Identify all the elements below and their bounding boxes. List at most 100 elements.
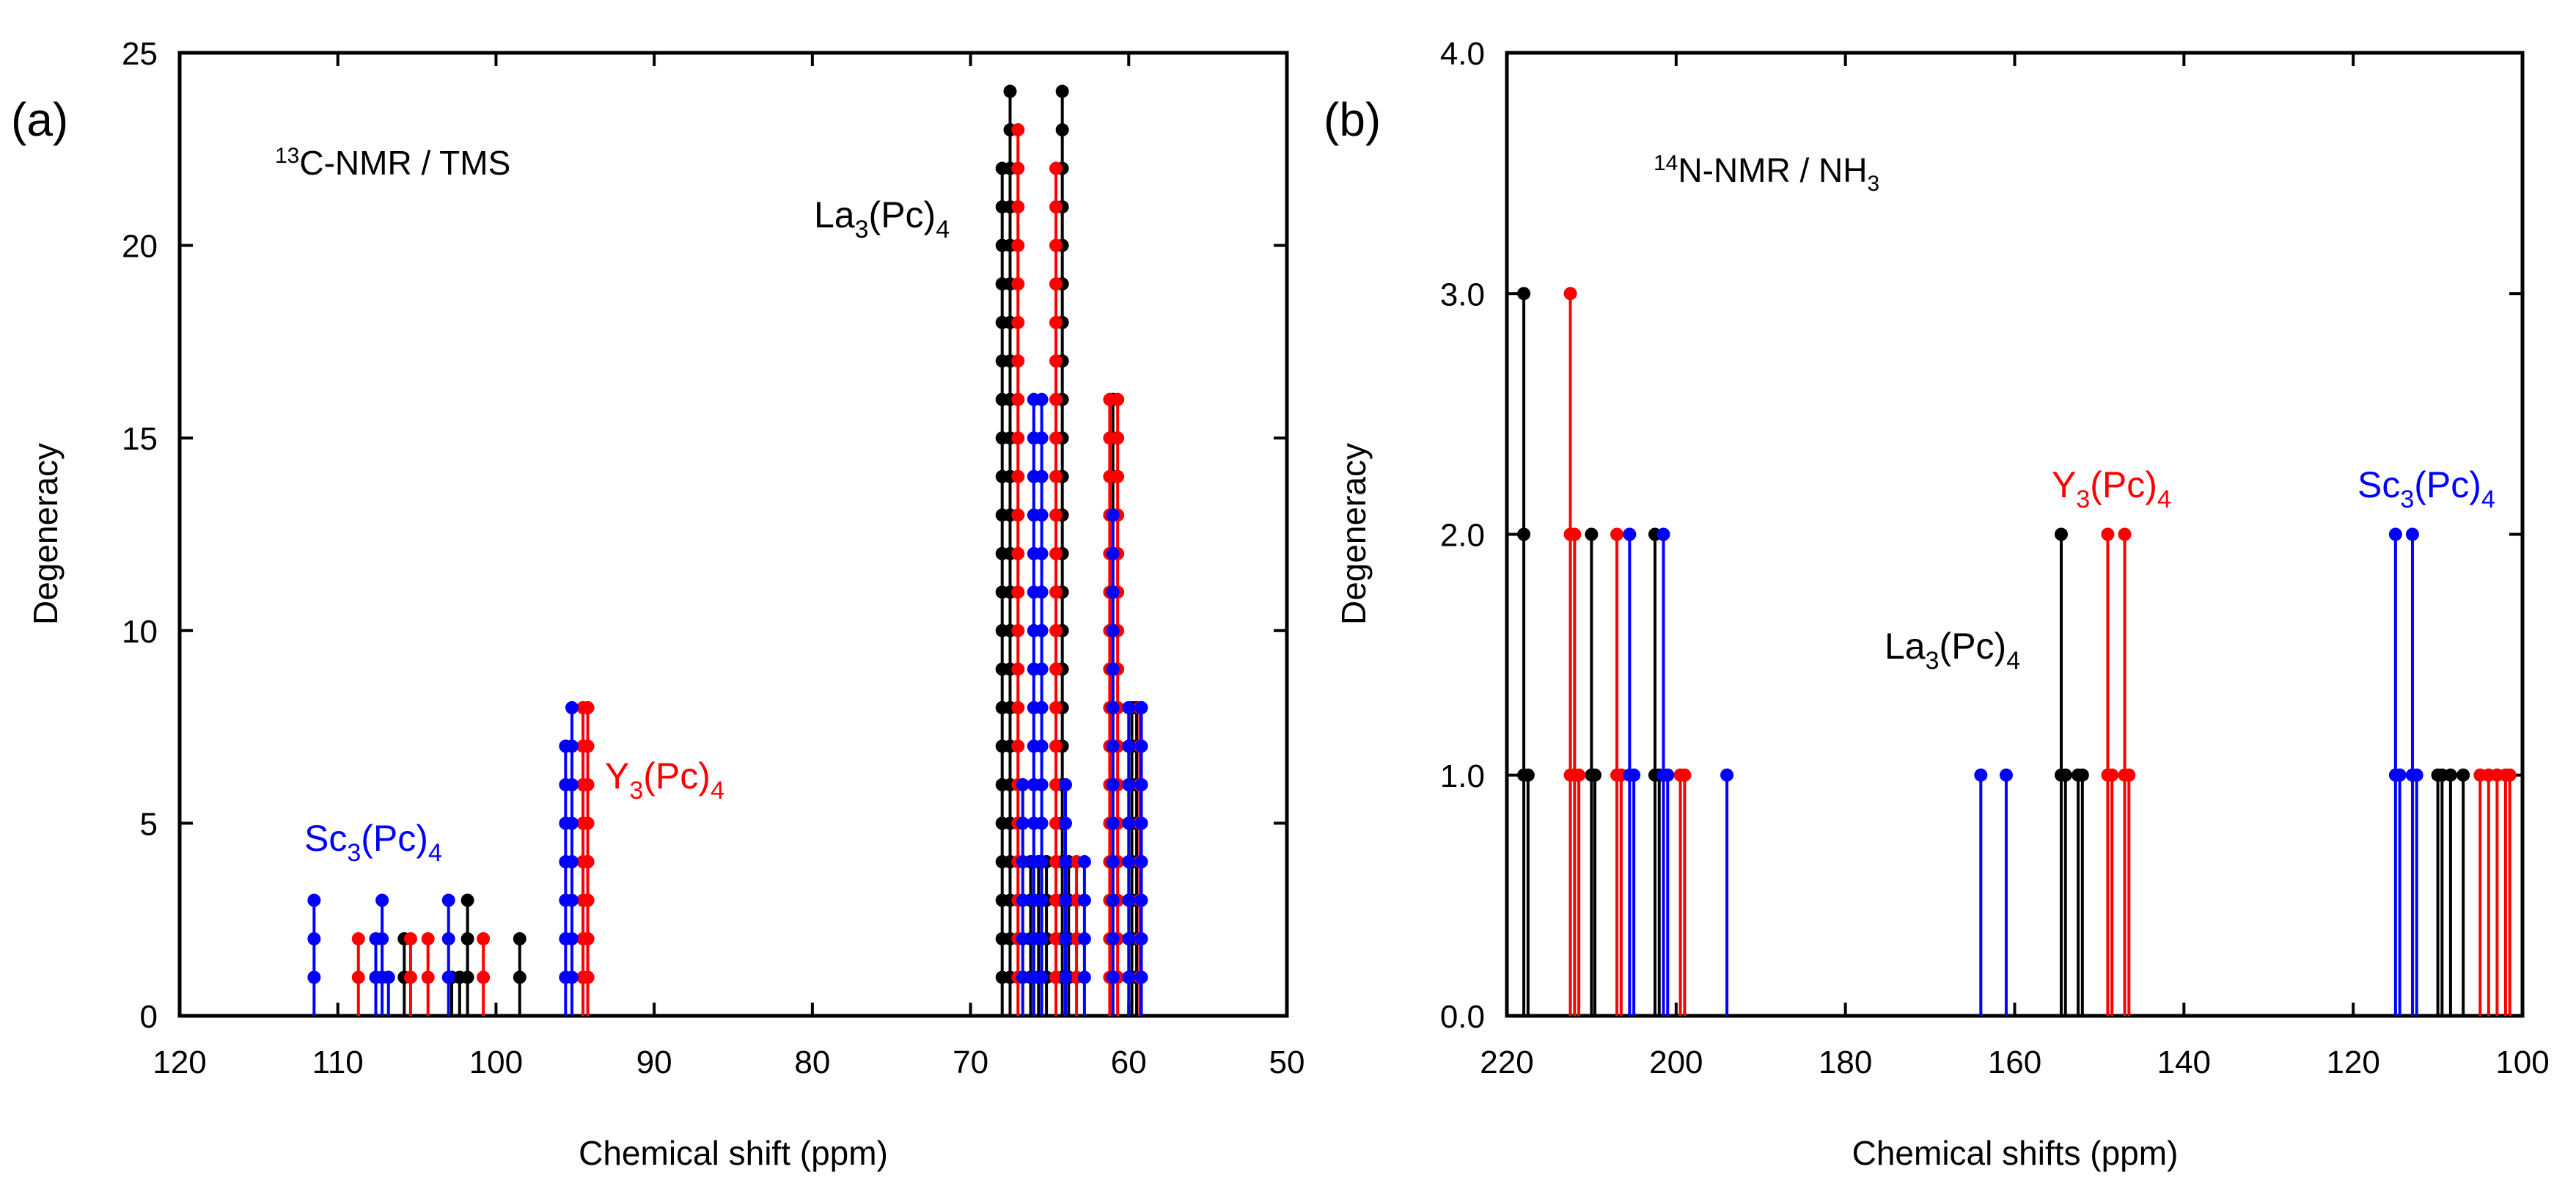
stem-point bbox=[1035, 777, 1049, 791]
stem-point bbox=[1049, 893, 1063, 907]
stem-point bbox=[381, 970, 395, 984]
annotation-la: La3(Pc)4 bbox=[1885, 626, 2020, 675]
panel-label: (b) bbox=[1324, 93, 1381, 146]
stem-point bbox=[1106, 508, 1120, 522]
stem-point bbox=[421, 970, 435, 984]
stem-point bbox=[1106, 777, 1120, 791]
stem-point bbox=[565, 970, 579, 984]
stem-point bbox=[1011, 546, 1025, 560]
x-tick-label: 50 bbox=[1269, 1044, 1305, 1080]
y-tick-label: 5 bbox=[140, 806, 158, 842]
stem-point bbox=[1049, 315, 1063, 329]
stem-point bbox=[421, 931, 435, 945]
stem-point bbox=[1049, 854, 1063, 868]
stem-point bbox=[1049, 277, 1063, 291]
stem-point bbox=[1999, 768, 2013, 782]
stem-point bbox=[1122, 970, 1136, 984]
stem-point bbox=[1623, 527, 1637, 541]
stem-point bbox=[1517, 527, 1531, 541]
stem-point bbox=[1049, 816, 1063, 830]
stem-point bbox=[441, 970, 455, 984]
stem-point bbox=[307, 893, 321, 907]
stem-point bbox=[1106, 623, 1120, 637]
stem-point bbox=[2118, 527, 2132, 541]
stem-point bbox=[1035, 392, 1049, 406]
stem-point bbox=[1035, 700, 1049, 714]
stem-point bbox=[1011, 123, 1025, 137]
y-tick-label: 0.0 bbox=[1440, 999, 1485, 1035]
stem-point bbox=[460, 970, 474, 984]
stem-point bbox=[1035, 893, 1049, 907]
stem-point bbox=[581, 931, 595, 945]
stem-point bbox=[1049, 931, 1063, 945]
stem-point bbox=[1049, 354, 1063, 368]
stem-point bbox=[1122, 777, 1136, 791]
x-tick-label: 160 bbox=[1988, 1044, 2041, 1080]
stem-point bbox=[1122, 700, 1136, 714]
stem-point bbox=[1568, 527, 1582, 541]
x-tick-label: 200 bbox=[1649, 1044, 1703, 1080]
series-y3-pc-4 bbox=[351, 123, 1147, 1016]
stem-point bbox=[1011, 739, 1025, 753]
stem-point bbox=[1049, 392, 1063, 406]
stem-point bbox=[581, 777, 595, 791]
series-y3-pc-4 bbox=[1563, 287, 2517, 1016]
stem-point bbox=[1035, 816, 1049, 830]
stem-point bbox=[1122, 739, 1136, 753]
x-axis-label: Chemical shifts (ppm) bbox=[1852, 1134, 2179, 1172]
stem-point bbox=[1011, 354, 1025, 368]
stem-point bbox=[1011, 431, 1025, 445]
stem-point bbox=[1035, 585, 1049, 599]
stem-point bbox=[460, 931, 474, 945]
stem-point bbox=[375, 931, 389, 945]
x-tick-label: 100 bbox=[2495, 1044, 2549, 1080]
stem-point bbox=[1049, 662, 1063, 676]
stem-point bbox=[1122, 893, 1136, 907]
stem-point bbox=[1134, 931, 1148, 945]
stem-point bbox=[1111, 469, 1125, 483]
stem-point bbox=[2101, 527, 2115, 541]
stem-point bbox=[2058, 768, 2072, 782]
stem-point bbox=[1106, 700, 1120, 714]
stem-point bbox=[1011, 623, 1025, 637]
stem-point bbox=[1049, 238, 1063, 252]
stem-point bbox=[1055, 84, 1069, 98]
stem-point bbox=[581, 700, 595, 714]
chart-title: 14N-NMR / NH3 bbox=[1654, 151, 1879, 196]
x-tick-label: 220 bbox=[1480, 1044, 1533, 1080]
stem-point bbox=[1011, 700, 1025, 714]
stem-point bbox=[1035, 854, 1049, 868]
stem-point bbox=[1011, 277, 1025, 291]
stem-point bbox=[477, 931, 491, 945]
stem-point bbox=[1011, 315, 1025, 329]
stem-point bbox=[565, 931, 579, 945]
panel-label: (a) bbox=[11, 93, 68, 146]
stem-point bbox=[1049, 777, 1063, 791]
stem-point bbox=[2388, 527, 2402, 541]
stem-point bbox=[403, 970, 417, 984]
stem-point bbox=[1106, 970, 1120, 984]
stem-point bbox=[1035, 931, 1049, 945]
annotation-sc: Sc3(Pc)4 bbox=[304, 818, 442, 867]
series-sc3-pc-4 bbox=[307, 392, 1148, 1016]
stem-point bbox=[1106, 816, 1120, 830]
stem-point bbox=[1656, 527, 1670, 541]
stem-point bbox=[2443, 768, 2457, 782]
stem-point bbox=[1049, 161, 1063, 175]
stem-point bbox=[351, 970, 365, 984]
stem-point bbox=[1678, 768, 1692, 782]
stem-point bbox=[307, 970, 321, 984]
stem-point bbox=[1122, 816, 1136, 830]
stem-point bbox=[1016, 931, 1030, 945]
stem-point bbox=[2105, 768, 2119, 782]
stem-point bbox=[1720, 768, 1734, 782]
stem-point bbox=[1011, 200, 1025, 214]
stem-point bbox=[1077, 854, 1091, 868]
stem-point bbox=[1059, 777, 1072, 791]
y-tick-label: 10 bbox=[122, 614, 158, 650]
stem-point bbox=[1049, 623, 1063, 637]
stem-point bbox=[1035, 431, 1049, 445]
stem-point bbox=[1627, 768, 1641, 782]
stem-point bbox=[1106, 931, 1120, 945]
